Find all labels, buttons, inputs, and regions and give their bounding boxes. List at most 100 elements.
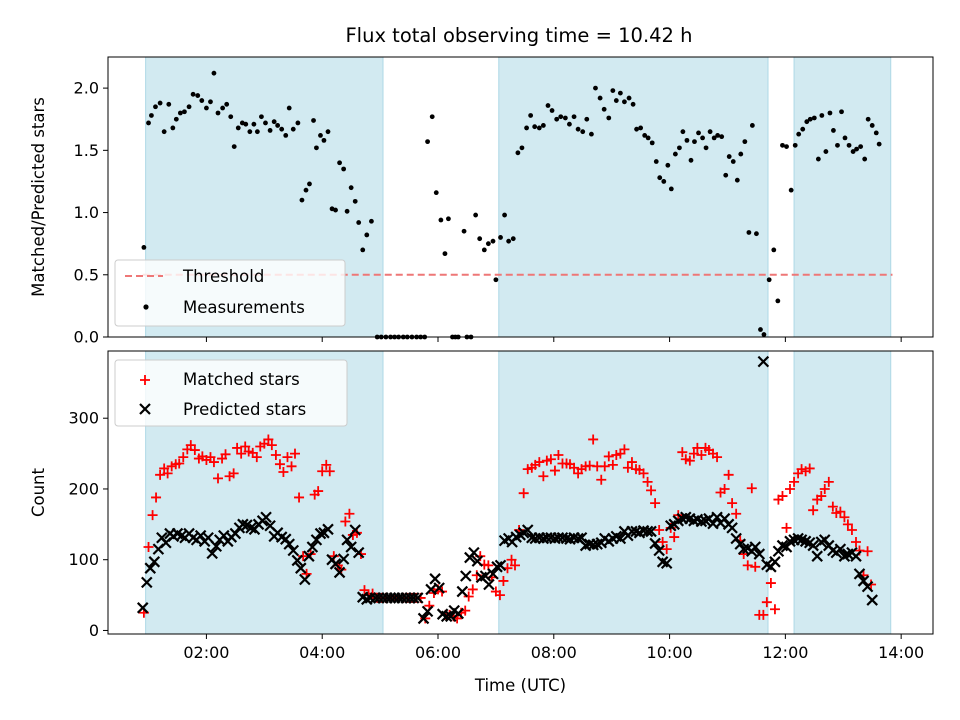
measurement-point — [182, 109, 187, 115]
measurement-point — [481, 247, 487, 253]
matched-stars-point — [746, 483, 757, 494]
measurement-point — [166, 101, 172, 107]
measurement-point — [519, 145, 525, 151]
measurement-point — [815, 156, 821, 162]
predicted-stars-point — [649, 537, 661, 550]
measurement-point — [811, 115, 817, 121]
y-tick-label: 1.0 — [74, 203, 99, 222]
matched-stars-point — [282, 452, 293, 463]
predicted-stars-point — [641, 525, 654, 538]
measurement-point — [788, 187, 794, 193]
measurement-point — [446, 216, 451, 222]
matched-stars-point — [835, 506, 846, 517]
measurement-point — [141, 245, 147, 250]
measurement-point — [580, 129, 586, 135]
predicted-stars-point — [260, 511, 272, 524]
measurement-point — [490, 238, 496, 244]
matched-stars-point — [538, 471, 549, 482]
measurement-point — [610, 88, 616, 93]
predicted-stars-point — [429, 573, 441, 585]
matched-stars-point — [189, 445, 200, 456]
measurement-point — [719, 134, 725, 140]
measurement-point — [862, 156, 868, 162]
measurement-point — [279, 126, 285, 132]
predicted-stars-point — [407, 592, 420, 604]
measurement-point — [199, 98, 205, 103]
measurement-point — [571, 114, 577, 120]
predicted-stars-point — [322, 523, 334, 536]
measurement-point — [562, 115, 568, 121]
measurement-point — [869, 123, 875, 128]
predicted-stars-point — [660, 557, 673, 570]
measurement-point — [344, 208, 350, 214]
predicted-stars-point — [283, 538, 295, 550]
matched-stars-point — [851, 537, 861, 548]
legend-matched-swatch — [140, 375, 150, 385]
measurement-point — [153, 104, 158, 110]
predicted-stars-point — [737, 543, 750, 555]
measurement-point — [807, 116, 813, 122]
matched-stars-point — [727, 498, 738, 509]
y-tick-label: 300 — [68, 409, 99, 428]
measurement-point — [540, 123, 546, 128]
measurement-point — [622, 99, 627, 105]
measurement-point — [286, 105, 292, 111]
matched-stars-point — [208, 457, 219, 468]
shaded-interval — [794, 351, 891, 634]
y-tick-label: 1.5 — [74, 141, 99, 160]
predicted-stars-point — [144, 562, 157, 574]
measurement-point — [186, 104, 192, 110]
legend-threshold-label: Threshold — [182, 267, 264, 286]
measurement-point — [231, 144, 237, 150]
matched-stars-point — [313, 486, 324, 497]
y-tick-label: 100 — [68, 550, 99, 569]
matched-stars-point — [789, 476, 800, 487]
measurement-point — [626, 95, 632, 101]
predicted-stars-point — [314, 527, 327, 540]
measurement-point — [715, 133, 721, 138]
predicted-stars-point — [730, 532, 742, 545]
measurement-point — [771, 247, 777, 253]
measurement-point — [668, 186, 674, 192]
predicted-stars-point — [421, 605, 434, 618]
measurement-point — [360, 247, 366, 253]
matched-stars-point — [669, 532, 680, 543]
matched-stars-point — [278, 466, 289, 477]
matched-stars-point — [603, 451, 614, 462]
measurement-point — [208, 99, 213, 105]
y-tick-label: 0.5 — [74, 265, 99, 284]
predicted-stars-point — [468, 546, 480, 559]
matched-stars-point — [777, 491, 788, 502]
measurement-point — [613, 98, 619, 103]
matched-stars-point — [622, 462, 633, 473]
matched-stars-point — [719, 483, 730, 494]
measurement-point — [645, 135, 651, 141]
measurement-point — [567, 121, 572, 127]
measurement-point — [707, 129, 713, 135]
measurement-point — [303, 187, 309, 193]
measurement-point — [352, 198, 358, 204]
y-tick-label: 0 — [89, 621, 99, 640]
predicted-stars-point — [491, 561, 503, 573]
measurement-point — [726, 154, 732, 159]
measurement-point — [283, 133, 289, 138]
matched-stars-point — [321, 459, 332, 470]
predicted-stars-point — [460, 570, 472, 582]
predicted-stars-point — [444, 610, 457, 623]
matched-stars-point — [549, 465, 560, 476]
measurement-point — [259, 114, 264, 120]
y-tick-label: 200 — [68, 479, 99, 498]
x-tick-label: 06:00 — [415, 643, 461, 662]
measurement-point — [854, 146, 859, 152]
measurement-point — [314, 145, 319, 151]
measurement-point — [696, 130, 701, 136]
measurement-point — [842, 135, 848, 141]
measurement-point — [634, 126, 639, 132]
matched-stars-point — [712, 452, 723, 463]
axes-frame — [107, 56, 934, 338]
measurement-point — [827, 110, 833, 116]
measurement-point — [680, 129, 686, 135]
measurement-point — [711, 135, 717, 141]
y-tick-label: 0.0 — [74, 328, 99, 347]
